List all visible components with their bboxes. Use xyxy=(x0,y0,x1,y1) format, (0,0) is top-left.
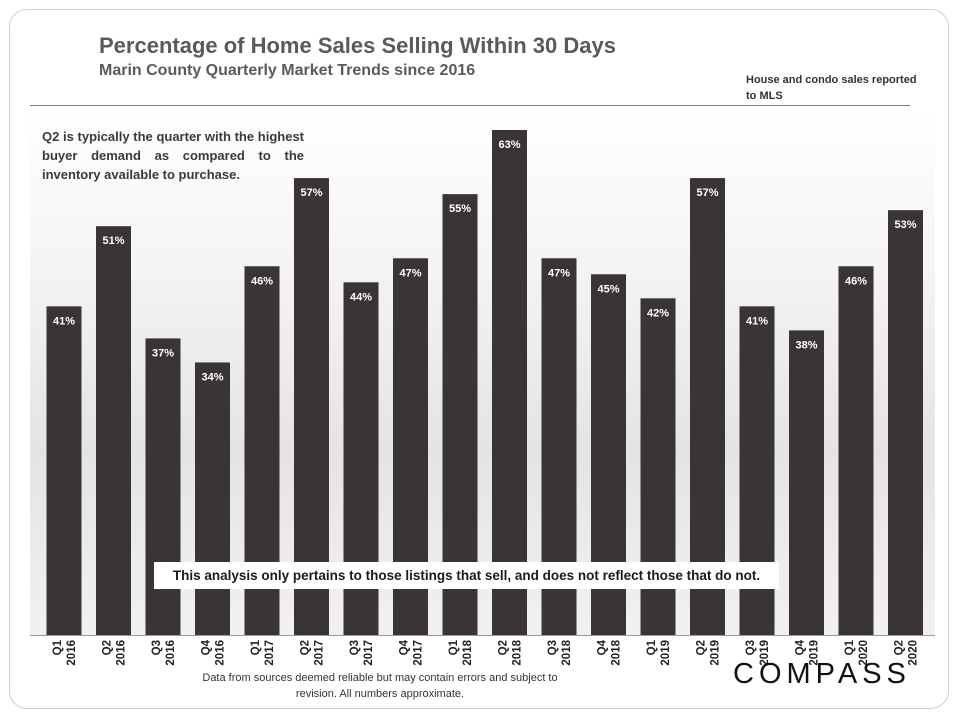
bar-q4-2016 xyxy=(195,362,230,635)
bar-value-label: 57% xyxy=(696,187,718,199)
x-tick-quarter: Q3 xyxy=(151,640,163,655)
x-tick-label: Q3 2018 xyxy=(547,639,573,665)
x-tick-quarter: Q1 xyxy=(52,639,64,655)
x-tick-label: Q4 2019 xyxy=(795,639,821,665)
x-tick-label: Q1 2016 xyxy=(52,639,78,665)
bar-value-label: 46% xyxy=(251,275,273,287)
bar-value-label: 44% xyxy=(350,291,372,303)
x-tick-year: 2018 xyxy=(611,639,623,665)
x-tick-label: Q3 2019 xyxy=(745,640,771,666)
chart-subtitle: Marin County Quarterly Market Trends sin… xyxy=(99,62,476,79)
x-tick-label: Q3 2017 xyxy=(349,640,375,666)
x-tick-quarter: Q2 xyxy=(894,640,906,655)
x-tick-quarter: Q1 xyxy=(448,639,460,655)
x-tick-year: 2016 xyxy=(215,640,227,666)
chart-title: Percentage of Home Sales Selling Within … xyxy=(99,33,616,58)
bar-value-label: 46% xyxy=(845,275,867,287)
x-tick-quarter: Q4 xyxy=(399,639,411,655)
bar-value-label: 47% xyxy=(399,267,421,279)
x-tick-label: Q4 2016 xyxy=(201,639,227,665)
x-tick-year: 2017 xyxy=(413,640,425,666)
source-note: House and condo sales reported to MLS xyxy=(746,74,917,102)
bar-value-label: 57% xyxy=(300,187,322,199)
bar-value-label: 38% xyxy=(795,339,817,351)
x-tick-label: Q4 2018 xyxy=(597,639,623,665)
x-tick-label: Q1 2018 xyxy=(448,639,474,665)
x-tick-year: 2016 xyxy=(66,640,78,666)
x-tick-quarter: Q3 xyxy=(349,640,361,655)
bar-q2-2019 xyxy=(690,178,725,635)
disclaimer-banner: This analysis only pertains to those lis… xyxy=(154,562,779,589)
x-tick-label: Q2 2020 xyxy=(894,640,920,666)
x-tick-year: 2017 xyxy=(363,640,375,666)
bar-value-label: 51% xyxy=(102,235,124,247)
x-tick-quarter: Q1 xyxy=(646,639,658,655)
x-tick-quarter: Q4 xyxy=(597,639,609,655)
bar-value-label: 41% xyxy=(746,315,768,327)
bar-q3-2016 xyxy=(145,338,181,635)
x-tick-quarter: Q2 xyxy=(300,640,312,655)
x-tick-label: Q1 2017 xyxy=(250,639,276,665)
bar-value-label: 41% xyxy=(53,315,75,327)
bar-q4-2019 xyxy=(789,330,824,635)
x-tick-quarter: Q3 xyxy=(547,640,559,655)
bar-q2-2016 xyxy=(96,226,131,635)
x-tick-year: 2018 xyxy=(561,639,573,665)
bar-q2-2018 xyxy=(492,130,527,635)
bar-q2-2017 xyxy=(294,178,329,635)
x-tick-quarter: Q2 xyxy=(696,640,708,655)
bar-q1-2020 xyxy=(838,266,874,635)
bar-value-label: 34% xyxy=(201,371,223,383)
bar-value-label: 42% xyxy=(647,307,669,319)
x-tick-year: 2019 xyxy=(660,640,672,666)
bar-value-label: 45% xyxy=(597,283,619,295)
x-tick-year: 2019 xyxy=(710,640,722,666)
x-tick-year: 2018 xyxy=(512,639,524,665)
x-tick-quarter: Q3 xyxy=(745,640,757,655)
x-tick-label: Q2 2017 xyxy=(300,640,326,666)
x-tick-label: Q1 2019 xyxy=(646,639,672,665)
x-tick-quarter: Q2 xyxy=(102,640,114,655)
x-tick-year: 2020 xyxy=(908,640,920,666)
x-tick-year: 2020 xyxy=(858,640,870,666)
x-tick-label: Q3 2016 xyxy=(151,640,177,666)
bar-q1-2016 xyxy=(46,306,82,635)
x-tick-label: Q2 2016 xyxy=(102,640,128,666)
bar-value-label: 47% xyxy=(548,267,570,279)
x-tick-quarter: Q1 xyxy=(844,639,856,655)
bar-q2-2020 xyxy=(888,210,923,635)
x-tick-quarter: Q1 xyxy=(250,639,262,655)
plot-area xyxy=(30,106,935,636)
x-tick-label: Q1 2020 xyxy=(844,639,870,665)
x-tick-year: 2016 xyxy=(116,640,128,666)
x-tick-year: 2019 xyxy=(809,640,821,666)
x-tick-year: 2016 xyxy=(165,640,177,666)
compass-logo: COMPASS xyxy=(733,658,911,690)
bar-q1-2018 xyxy=(442,194,478,635)
x-tick-label: Q2 2018 xyxy=(498,639,524,665)
x-axis-line xyxy=(30,635,935,636)
x-tick-year: 2017 xyxy=(264,640,276,666)
x-tick-label: Q4 2017 xyxy=(399,639,425,665)
x-tick-quarter: Q4 xyxy=(201,639,213,655)
x-tick-year: 2017 xyxy=(314,640,326,666)
footer-note: Data from sources deemed reliable but ma… xyxy=(202,672,558,700)
x-tick-quarter: Q4 xyxy=(795,639,807,655)
bar-value-label: 53% xyxy=(894,219,916,231)
bar-value-label: 37% xyxy=(152,347,174,359)
bar-value-label: 63% xyxy=(498,139,520,151)
x-tick-label: Q2 2019 xyxy=(696,640,722,666)
x-tick-year: 2019 xyxy=(759,640,771,666)
bar-value-label: 55% xyxy=(449,203,471,215)
chart-annotation: Q2 is typically the quarter with the hig… xyxy=(42,129,304,182)
top-rule xyxy=(30,105,910,106)
x-tick-year: 2018 xyxy=(462,639,474,665)
x-tick-quarter: Q2 xyxy=(498,640,510,655)
